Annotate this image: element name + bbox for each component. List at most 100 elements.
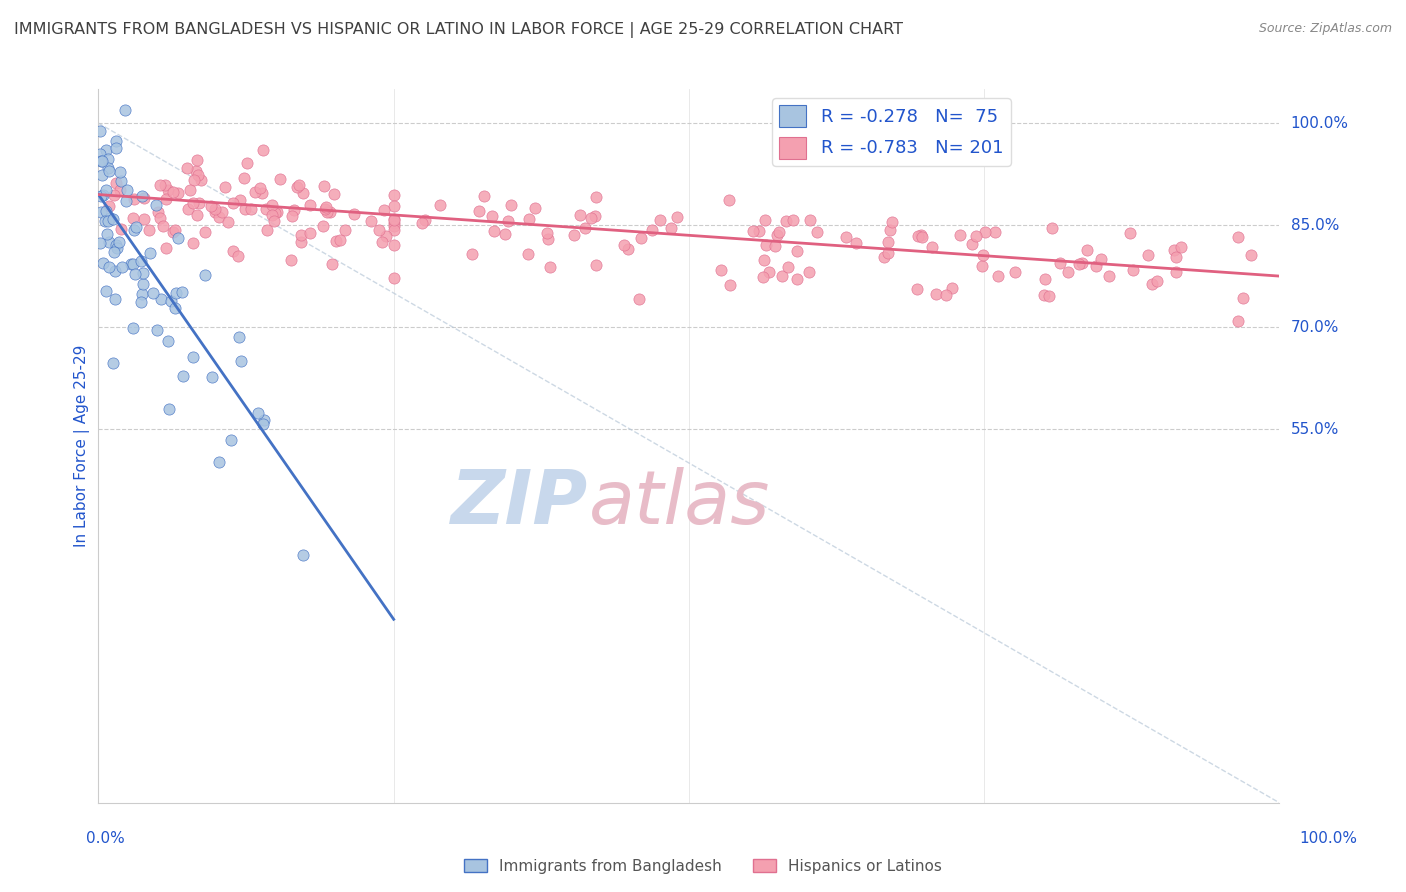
Point	[312, 178, 335, 193]
Point	[138, 246, 160, 260]
Point	[190, 173, 212, 187]
Point	[538, 260, 561, 274]
Point	[461, 247, 484, 261]
Point	[194, 268, 217, 282]
Point	[114, 103, 136, 117]
Point	[373, 202, 395, 217]
Point	[104, 264, 127, 278]
Point	[131, 266, 153, 280]
Point	[298, 197, 321, 211]
Point	[984, 225, 1007, 239]
Point	[131, 189, 153, 203]
Point	[574, 221, 596, 235]
Point	[1122, 262, 1144, 277]
Point	[523, 201, 546, 215]
Point	[585, 258, 607, 272]
Point	[754, 213, 776, 227]
Point	[382, 219, 405, 233]
Point	[145, 323, 167, 337]
Point	[233, 170, 256, 185]
Point	[1049, 256, 1071, 270]
Point	[1232, 291, 1254, 305]
Point	[970, 259, 993, 273]
Point	[1004, 264, 1026, 278]
Point	[194, 225, 217, 239]
Point	[879, 222, 901, 236]
Point	[201, 370, 224, 384]
Point	[90, 168, 112, 182]
Point	[280, 252, 302, 267]
Point	[176, 161, 198, 176]
Point	[252, 143, 274, 157]
Point	[799, 212, 821, 227]
Point	[962, 236, 984, 251]
Point	[90, 153, 112, 168]
Point	[965, 229, 987, 244]
Text: atlas: atlas	[589, 467, 770, 539]
Point	[472, 189, 495, 203]
Point	[187, 168, 209, 182]
Point	[758, 264, 780, 278]
Point	[797, 264, 820, 278]
Point	[661, 221, 683, 235]
Point	[429, 198, 451, 212]
Point	[845, 235, 868, 250]
Point	[122, 192, 145, 206]
Point	[907, 229, 929, 244]
Point	[146, 204, 169, 219]
Point	[179, 183, 201, 197]
Point	[325, 234, 347, 248]
Point	[132, 212, 155, 227]
Point	[835, 230, 858, 244]
Point	[108, 165, 131, 179]
Point	[612, 237, 634, 252]
Point	[287, 178, 309, 192]
Point	[252, 417, 274, 431]
Point	[90, 188, 112, 202]
Point	[718, 278, 741, 293]
Text: 100.0%: 100.0%	[1291, 116, 1348, 131]
Point	[183, 172, 205, 186]
Point	[108, 235, 131, 249]
Point	[905, 282, 928, 296]
Point	[1170, 240, 1192, 254]
Point	[1140, 277, 1163, 291]
Point	[1090, 252, 1112, 266]
Point	[97, 214, 120, 228]
Point	[876, 235, 898, 249]
Point	[97, 161, 120, 176]
Point	[776, 260, 799, 274]
Point	[617, 242, 640, 256]
Point	[1032, 287, 1054, 301]
Point	[1038, 289, 1060, 303]
Text: 85.0%: 85.0%	[1291, 218, 1339, 233]
Point	[371, 235, 394, 249]
Point	[496, 214, 519, 228]
Point	[710, 263, 733, 277]
Point	[243, 186, 266, 200]
Point	[125, 220, 148, 235]
Point	[153, 178, 176, 192]
Point	[93, 213, 115, 227]
Point	[768, 225, 790, 239]
Point	[1069, 257, 1091, 271]
Point	[104, 176, 127, 190]
Point	[253, 413, 276, 427]
Point	[754, 252, 776, 267]
Point	[145, 198, 167, 212]
Point	[111, 260, 134, 275]
Point	[921, 240, 943, 254]
Point	[494, 227, 516, 241]
Point	[162, 225, 184, 239]
Point	[467, 204, 489, 219]
Point	[583, 209, 606, 223]
Text: 100.0%: 100.0%	[1299, 831, 1358, 846]
Point	[911, 230, 934, 244]
Point	[382, 271, 405, 285]
Point	[97, 152, 120, 166]
Legend: R = -0.278   N=  75, R = -0.783   N= 201: R = -0.278 N= 75, R = -0.783 N= 201	[772, 98, 1011, 166]
Point	[382, 212, 405, 227]
Point	[222, 196, 245, 211]
Point	[411, 216, 433, 230]
Point	[292, 548, 315, 562]
